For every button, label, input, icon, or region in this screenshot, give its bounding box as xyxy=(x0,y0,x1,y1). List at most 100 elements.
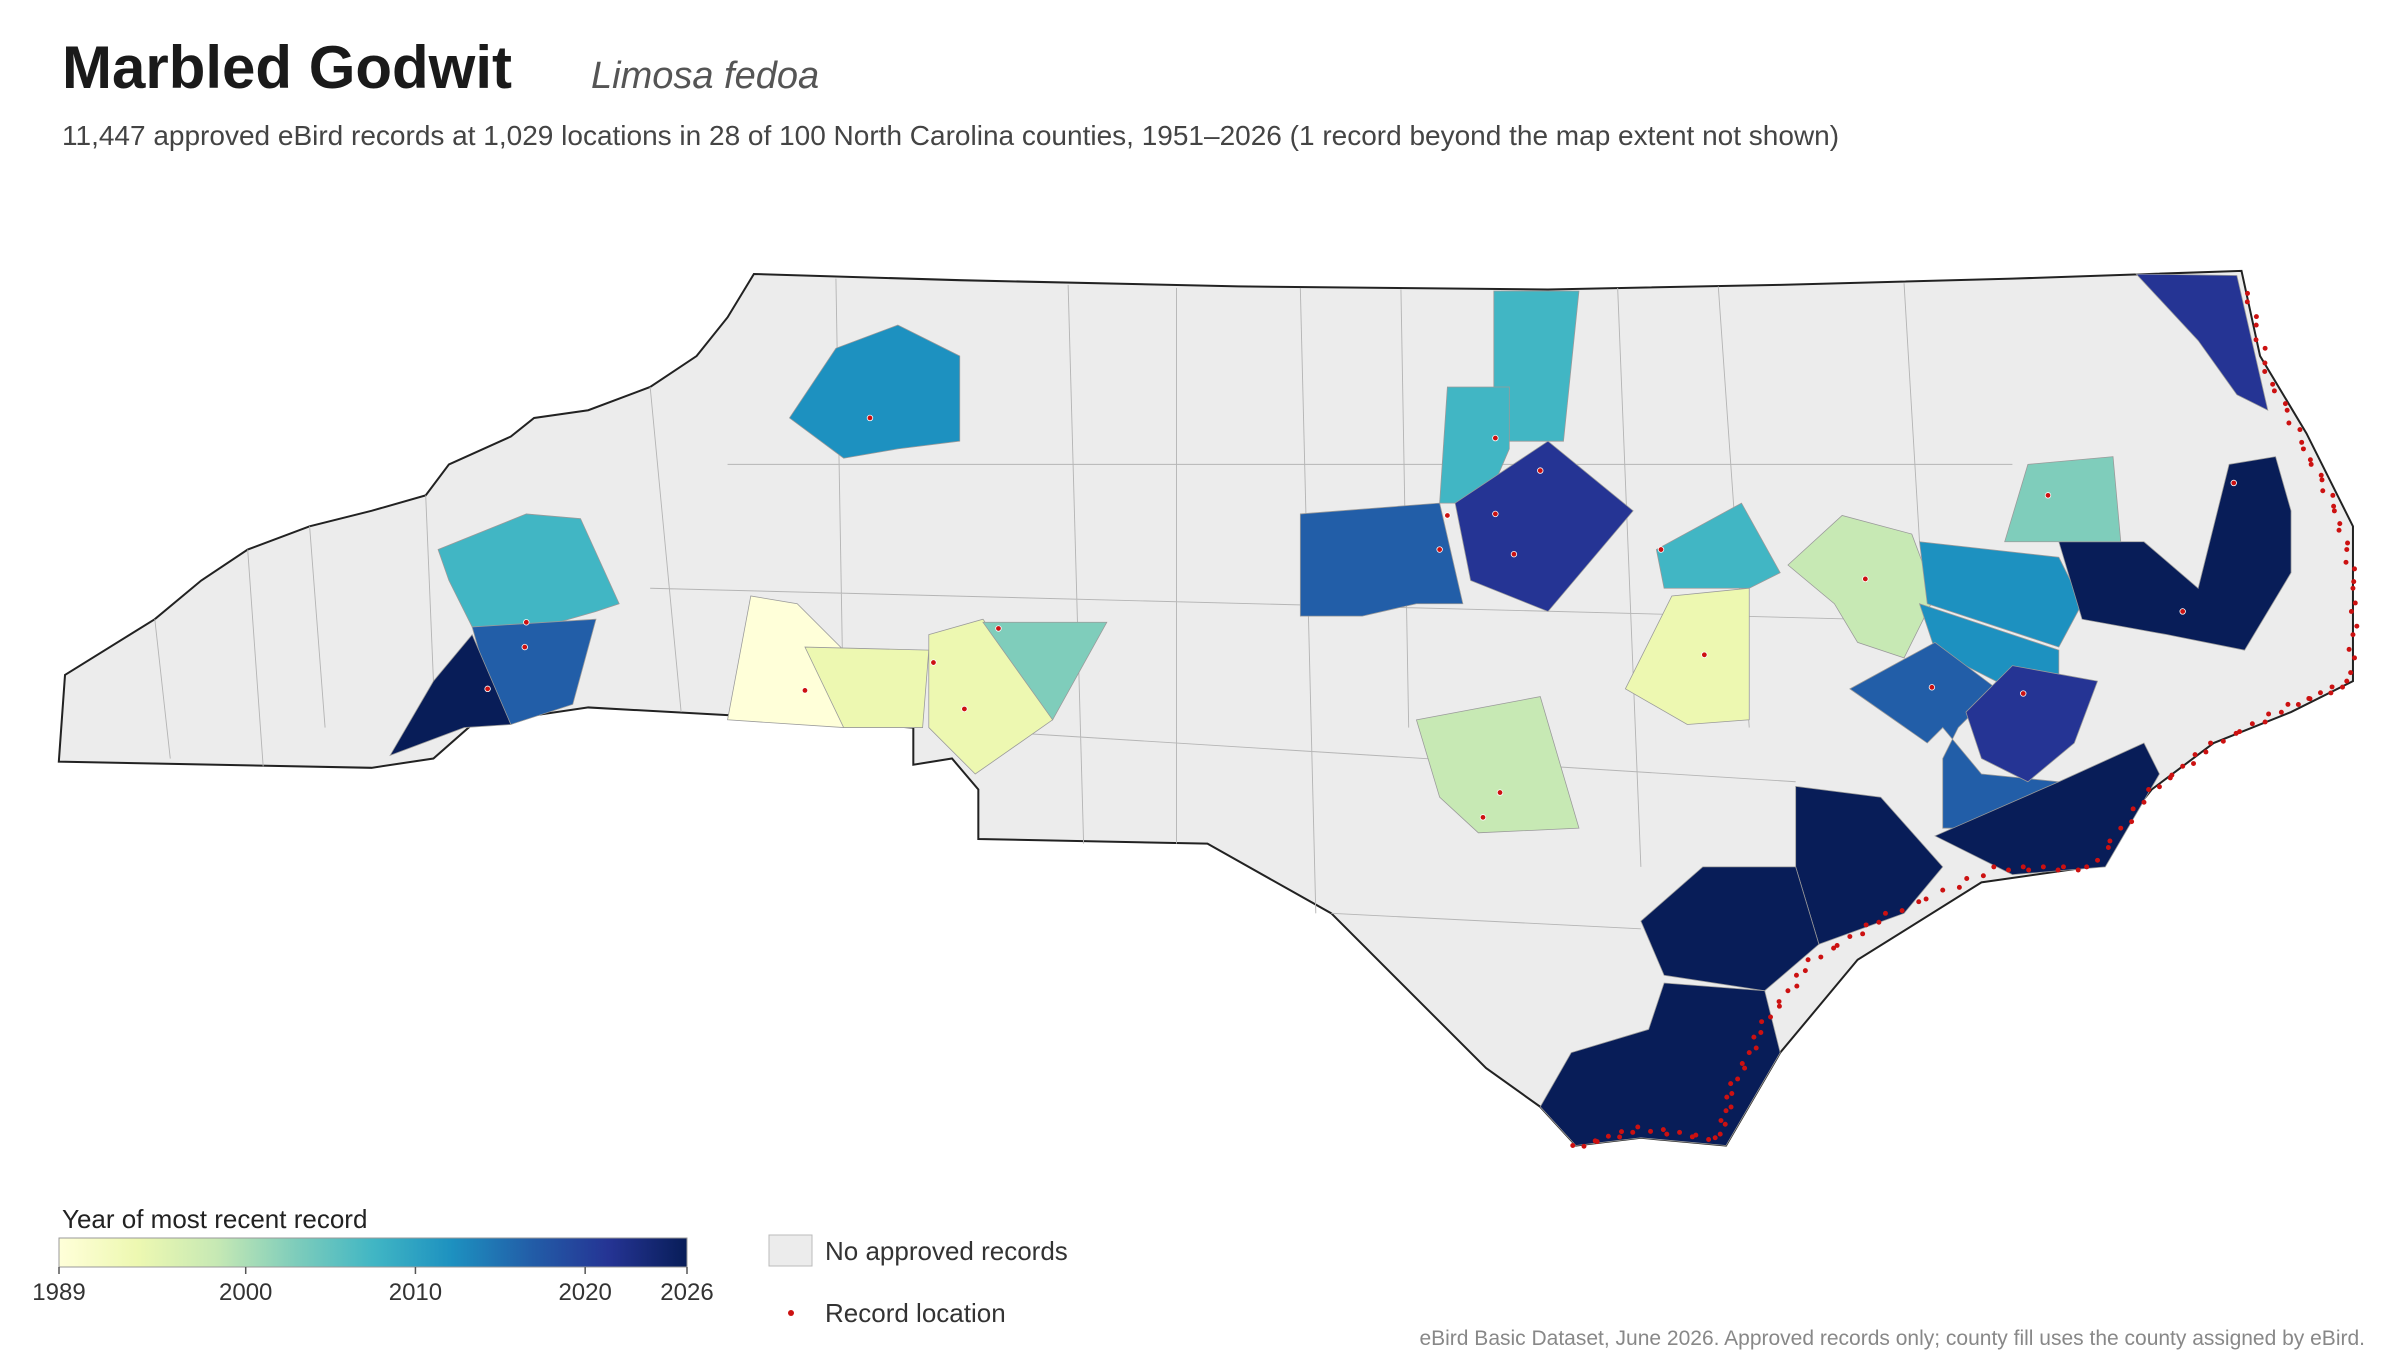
record-location xyxy=(2320,488,2326,494)
record-location xyxy=(2350,585,2356,591)
record-location xyxy=(1916,899,1922,905)
record-location xyxy=(2129,819,2135,825)
record-location xyxy=(1739,1060,1745,1066)
record-location xyxy=(1724,1094,1730,1100)
record-location xyxy=(2337,521,2343,527)
record-location xyxy=(2346,646,2352,652)
record-location xyxy=(2040,864,2046,870)
record-location xyxy=(2348,670,2354,676)
county xyxy=(1415,696,1580,834)
record-location xyxy=(1717,1131,1723,1137)
record-location xyxy=(1882,910,1888,916)
record-location xyxy=(1728,1104,1734,1110)
record-location xyxy=(1729,1090,1735,1096)
record-location xyxy=(1991,864,1997,870)
record-location xyxy=(1617,1134,1623,1140)
record-location xyxy=(1436,546,1443,553)
record-location xyxy=(1831,945,1837,951)
record-location xyxy=(2328,690,2334,696)
record-location xyxy=(2208,740,2214,746)
record-location xyxy=(1753,1045,1759,1051)
record-location xyxy=(2278,709,2284,715)
county xyxy=(928,618,1054,775)
record-location xyxy=(2336,527,2342,533)
record-location xyxy=(2262,360,2268,366)
record-location xyxy=(2061,864,2066,870)
record-location xyxy=(1570,1143,1576,1148)
record-location xyxy=(2270,381,2276,387)
record-location xyxy=(2203,749,2209,755)
record-swatch xyxy=(788,1310,794,1316)
record-location xyxy=(961,705,968,713)
county xyxy=(1655,502,1781,589)
record-location xyxy=(1818,954,1824,960)
record-location xyxy=(2318,472,2324,478)
record-location xyxy=(2262,369,2268,374)
record-location xyxy=(2191,761,2196,767)
record-location xyxy=(521,643,528,651)
record-location xyxy=(2308,461,2314,467)
legend-tick-label: 2000 xyxy=(219,1279,272,1306)
county xyxy=(2004,456,2122,543)
record-location xyxy=(2146,787,2152,792)
record-location xyxy=(2348,608,2354,614)
record-location xyxy=(1834,942,1840,948)
county xyxy=(1624,587,1750,725)
record-location xyxy=(2354,623,2360,629)
record-location xyxy=(1785,988,1791,994)
record-location xyxy=(1537,467,1544,474)
record-location xyxy=(2105,845,2111,851)
scientific-name: Limosa fedoa xyxy=(591,55,819,97)
record-location xyxy=(2284,407,2290,413)
record-location xyxy=(1735,1076,1741,1082)
record-location xyxy=(1805,957,1811,963)
county xyxy=(1640,866,1820,992)
record-location xyxy=(2266,711,2272,717)
county xyxy=(1539,982,1781,1146)
record-location xyxy=(1648,1128,1654,1134)
record-location xyxy=(2253,337,2259,343)
record-location xyxy=(2180,763,2186,769)
record-location xyxy=(1940,887,1946,893)
record-location xyxy=(2253,314,2259,320)
county xyxy=(788,324,961,459)
record-location xyxy=(1923,896,1929,902)
record-location xyxy=(995,625,1002,632)
county xyxy=(1919,541,2083,648)
record-location xyxy=(2344,678,2350,684)
legend-title: Year of most recent record xyxy=(62,1204,367,1234)
record-location xyxy=(1759,1019,1765,1025)
record-location xyxy=(2095,857,2101,863)
record-location xyxy=(2295,702,2301,708)
county xyxy=(982,621,1108,721)
record-location xyxy=(2237,729,2243,735)
record-location xyxy=(1605,1133,1611,1139)
county xyxy=(1454,440,1634,612)
record-location xyxy=(2192,752,2198,758)
record-location xyxy=(2319,477,2325,483)
record-location xyxy=(1723,1108,1729,1114)
county xyxy=(1299,502,1464,617)
record-location xyxy=(930,659,937,666)
legend-tick-label: 2026 xyxy=(660,1279,713,1306)
record-location xyxy=(2245,290,2250,296)
source-note: eBird Basic Dataset, June 2026. Approved… xyxy=(1419,1327,2365,1350)
record-location xyxy=(2352,600,2358,606)
record-location xyxy=(2055,867,2061,873)
legend-tick-label: 2010 xyxy=(389,1279,442,1306)
color-ramp xyxy=(58,1237,688,1268)
legend-tick-label: 2020 xyxy=(558,1279,611,1306)
record-location xyxy=(1956,884,1962,890)
subtitle: 11,447 approved eBird records at 1,029 l… xyxy=(62,120,1839,151)
record-location xyxy=(2075,867,2081,873)
record-location xyxy=(1742,1065,1748,1071)
record-location xyxy=(1581,1143,1587,1149)
record-location xyxy=(1492,510,1499,518)
record-location xyxy=(2350,632,2356,638)
record-location xyxy=(1980,873,1986,879)
record-location xyxy=(2020,690,2027,697)
record-location xyxy=(2118,825,2124,831)
record-location xyxy=(2006,867,2012,873)
county xyxy=(1965,665,2099,783)
